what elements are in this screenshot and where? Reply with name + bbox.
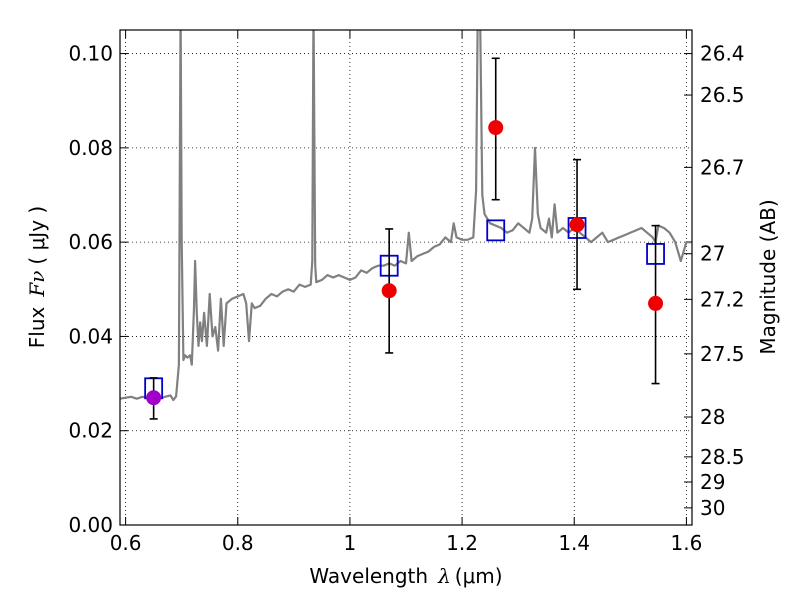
x-tick-label: 1.4 [558, 531, 590, 555]
x-tick-label: 0.6 [110, 531, 142, 555]
ticks: 0.6 0.8 1 1.2 1.4 1.6 0.00 0.02 0.04 0.06 0.08 0.10… [68, 30, 745, 555]
y-tick-label: 0.00 [68, 513, 113, 537]
y-tick-label: 0.08 [68, 136, 113, 160]
x-tick-label: 1.6 [670, 531, 702, 555]
y-tick-label: 0.10 [68, 42, 113, 66]
observed-point [146, 390, 162, 406]
x-tick-label: 0.8 [222, 531, 254, 555]
x-tick-label: 1 [344, 531, 357, 555]
y-axis-label-unit: ( μJy ) [25, 206, 49, 265]
mag-tick-label: 26.7 [700, 155, 745, 179]
mag-tick-label: 29 [700, 470, 725, 494]
mag-tick-label: 27.5 [700, 342, 745, 366]
mag-tick-label: 27 [700, 242, 725, 266]
x-axis-label-unit: (μm) [455, 564, 503, 588]
mag-tick-label: 26.5 [700, 83, 745, 107]
mag-tick-label: 28.5 [700, 445, 745, 469]
x-axis-label-symbol: λ [437, 564, 451, 588]
observed-point [381, 283, 397, 299]
y-tick-label: 0.06 [68, 230, 113, 254]
y-axis-label-text: Flux [25, 306, 49, 348]
mag-tick-label: 26.4 [700, 42, 745, 66]
mag-tick-label: 27.2 [700, 287, 745, 311]
observed-point [648, 295, 664, 311]
y-tick-label: 0.02 [68, 419, 113, 443]
x-axis-label: Wavelength λ (μm) [309, 564, 502, 588]
y-axis-label: Flux Fν ( μJy ) [25, 206, 49, 348]
y-axis-label-symbol: Fν [25, 271, 49, 298]
x-axis-label-text: Wavelength [309, 564, 428, 588]
observed-point [488, 120, 504, 136]
x-tick-label: 1.2 [446, 531, 478, 555]
mag-tick-label: 28 [700, 405, 725, 429]
y-tick-label: 0.04 [68, 324, 113, 348]
plot-frame [119, 29, 693, 526]
y2-axis-label: Magnitude (AB) [756, 199, 780, 354]
plot-background [120, 30, 692, 525]
mag-tick-label: 30 [700, 496, 725, 520]
observed-photometry-layer [146, 57, 664, 420]
model-point-square [486, 219, 506, 242]
observed-point [569, 217, 585, 233]
